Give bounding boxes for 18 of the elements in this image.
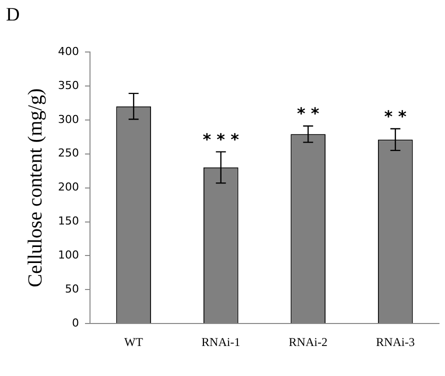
y-tick-label: 400	[58, 44, 79, 58]
x-tick-label: RNAi-2	[288, 334, 328, 349]
text: D	[6, 4, 20, 26]
y-tick-label: 50	[64, 282, 79, 296]
y-tick-label: 200	[58, 180, 79, 194]
y-tick-label: 0	[72, 316, 79, 330]
annotation: * * *	[202, 130, 240, 149]
y-tick-label: 250	[58, 146, 79, 160]
y-tick-label: 150	[58, 214, 79, 228]
x-tick-label: RNAi-3	[376, 334, 415, 349]
annotation: * *	[384, 106, 408, 126]
y-axis-title: Cellulose content (mg/g)	[24, 88, 46, 288]
y-tick-label: 300	[58, 112, 79, 126]
x-tick-label: WT	[124, 334, 144, 349]
y-tick-label: 350	[58, 78, 79, 92]
x-tick-label: RNAi-1	[202, 334, 240, 349]
annotation: * *	[296, 104, 320, 124]
y-tick-label: 100	[58, 248, 79, 262]
